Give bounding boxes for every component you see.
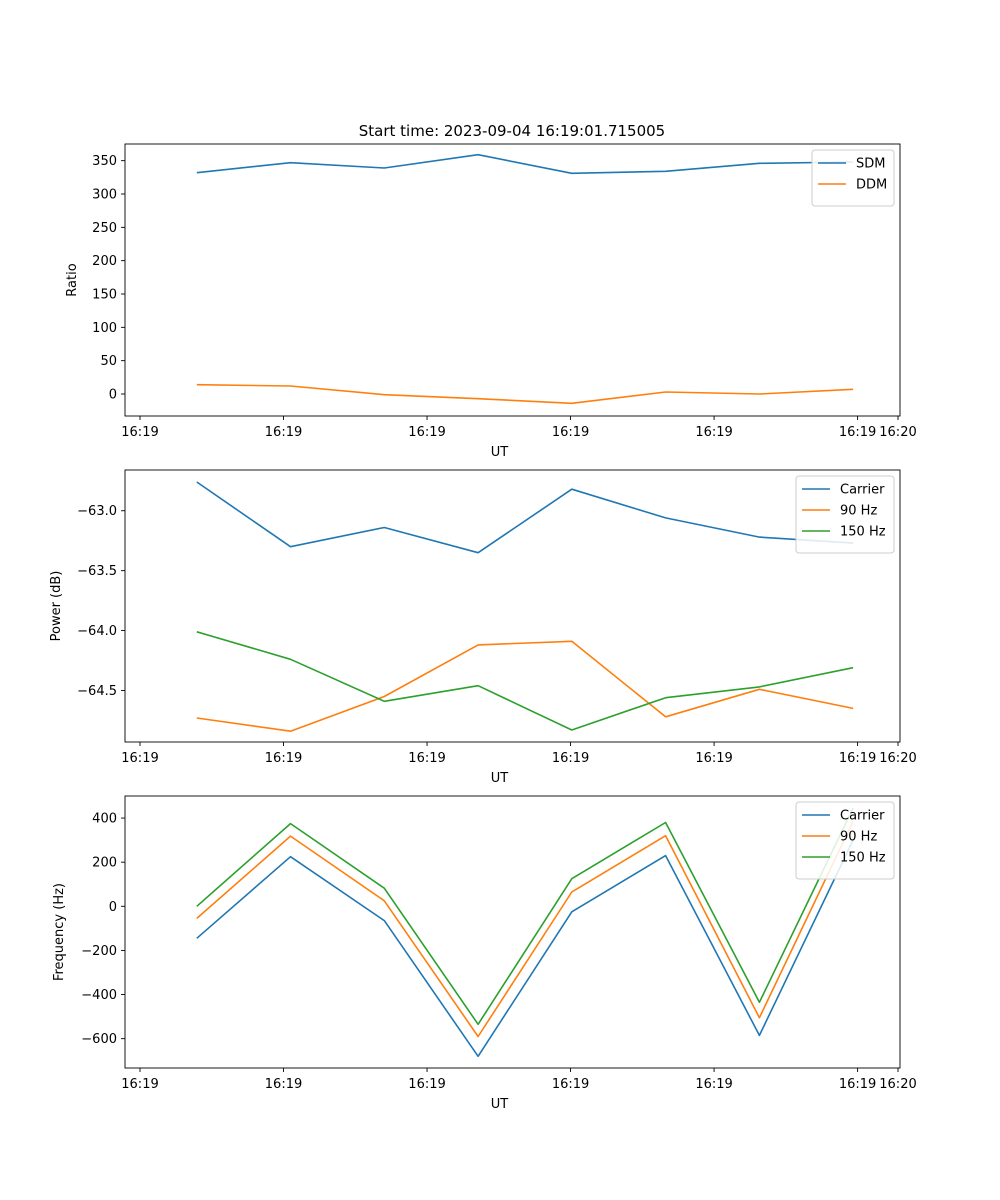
legend-entry: 90 Hz bbox=[840, 504, 877, 519]
plot-frame bbox=[124, 469, 901, 743]
y-tick-label: 200 bbox=[92, 254, 117, 269]
y-tick-label: −64.5 bbox=[77, 684, 117, 699]
legend-entry: Carrier bbox=[840, 483, 885, 498]
series-line-ddm bbox=[196, 383, 854, 405]
y-tick-label: −600 bbox=[81, 1032, 117, 1047]
y-tick-label: 350 bbox=[92, 154, 117, 169]
x-tick-label: 16:19 bbox=[121, 425, 158, 440]
y-axis-label: Ratio bbox=[65, 263, 80, 296]
x-tick-label: 16:19 bbox=[839, 425, 876, 440]
y-tick-label: 200 bbox=[92, 856, 117, 871]
legend-entry: 90 Hz bbox=[840, 830, 877, 845]
series-line-sdm bbox=[196, 153, 854, 175]
y-tick-label: 0 bbox=[109, 900, 117, 915]
series-line-90-hz bbox=[196, 821, 854, 1038]
series-line-carrier bbox=[196, 481, 854, 554]
series-line-150-hz bbox=[196, 807, 854, 1026]
series-line-90-hz bbox=[196, 640, 854, 733]
x-tick-label: 16:20 bbox=[879, 1077, 916, 1092]
x-tick-label: 16:19 bbox=[552, 425, 589, 440]
y-tick-label: 250 bbox=[92, 221, 117, 236]
panel-3: 16:19 16:19 16:19 16:19 16:19 16:19 16:2040020… bbox=[52, 795, 917, 1112]
panel-2: 16:19 16:19 16:19 16:19 16:19 16:19 16:20−63.0… bbox=[49, 469, 917, 786]
panel-1: 16:19 16:19 16:19 16:19 16:19 16:19 16:2005010… bbox=[65, 143, 917, 460]
x-tick-label: 16:20 bbox=[879, 425, 916, 440]
legend-entry: 150 Hz bbox=[840, 525, 886, 540]
plot-frame bbox=[124, 143, 901, 417]
legend: Carrier 90 Hz 150 Hz bbox=[795, 475, 895, 554]
y-tick-label: 150 bbox=[92, 288, 117, 303]
x-tick-label: 16:19 bbox=[265, 425, 302, 440]
legend-entry: DDM bbox=[856, 178, 887, 193]
x-tick-label: 16:19 bbox=[121, 751, 158, 766]
x-tick-label: 16:19 bbox=[695, 751, 732, 766]
x-tick-label: 16:19 bbox=[121, 1077, 158, 1092]
chart-title: Start time: 2023-09-04 16:19:01.715005 bbox=[359, 122, 665, 140]
x-tick-label: 16:19 bbox=[552, 751, 589, 766]
legend-box bbox=[811, 149, 895, 207]
x-tick-label: 16:19 bbox=[839, 1077, 876, 1092]
y-tick-label: −400 bbox=[81, 988, 117, 1003]
x-tick-label: 16:19 bbox=[408, 425, 445, 440]
y-tick-label: 0 bbox=[109, 388, 117, 403]
plot-frame bbox=[124, 795, 901, 1069]
series-line-150-hz bbox=[196, 631, 854, 731]
x-axis-label: UT bbox=[491, 1097, 509, 1112]
y-tick-label: −64.0 bbox=[77, 624, 117, 639]
x-tick-label: 16:19 bbox=[695, 425, 732, 440]
y-axis-label: Frequency (Hz) bbox=[52, 883, 67, 981]
x-tick-label: 16:19 bbox=[265, 751, 302, 766]
legend-entry: Carrier bbox=[840, 809, 885, 824]
legend: Carrier 90 Hz 150 Hz bbox=[795, 801, 895, 880]
legend: SDM DDM bbox=[811, 149, 895, 207]
legend-entry: 150 Hz bbox=[840, 851, 886, 866]
y-tick-label: 100 bbox=[92, 321, 117, 336]
y-tick-label: −63.5 bbox=[77, 564, 117, 579]
x-tick-label: 16:19 bbox=[839, 751, 876, 766]
x-tick-label: 16:19 bbox=[408, 1077, 445, 1092]
legend-box bbox=[795, 801, 895, 880]
legend-box bbox=[795, 475, 895, 554]
y-tick-label: −63.0 bbox=[77, 504, 117, 519]
y-tick-label: 400 bbox=[92, 812, 117, 827]
x-tick-label: 16:19 bbox=[695, 1077, 732, 1092]
y-tick-label: 300 bbox=[92, 188, 117, 203]
x-axis-label: UT bbox=[491, 445, 509, 460]
series-line-carrier bbox=[196, 839, 854, 1058]
y-tick-label: 50 bbox=[100, 354, 117, 369]
y-tick-label: −200 bbox=[81, 944, 117, 959]
y-axis-label: Power (dB) bbox=[49, 571, 64, 642]
x-tick-label: 16:19 bbox=[408, 751, 445, 766]
legend-entry: SDM bbox=[856, 157, 885, 172]
x-tick-label: 16:19 bbox=[265, 1077, 302, 1092]
x-tick-label: 16:19 bbox=[552, 1077, 589, 1092]
x-tick-label: 16:20 bbox=[879, 751, 916, 766]
x-axis-label: UT bbox=[491, 771, 509, 786]
